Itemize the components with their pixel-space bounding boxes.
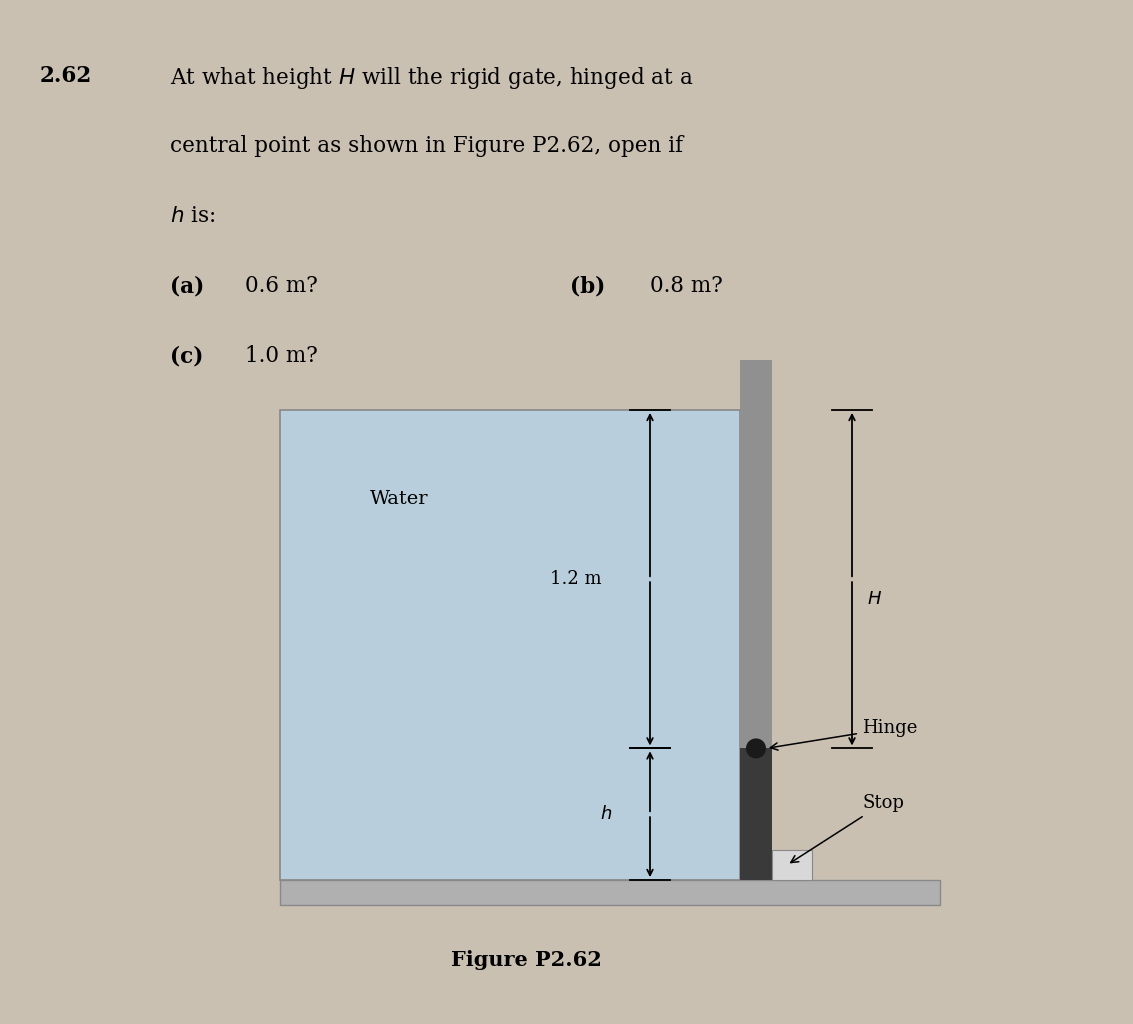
Text: $h$: $h$ [600, 805, 612, 823]
Text: 0.6 m?: 0.6 m? [245, 275, 317, 297]
Text: (b): (b) [570, 275, 605, 297]
Text: 1.2 m: 1.2 m [550, 570, 602, 588]
Bar [772, 850, 812, 880]
Text: 1.0 m?: 1.0 m? [245, 345, 317, 367]
Text: (c): (c) [170, 345, 204, 367]
Text: $h$ is:: $h$ is: [170, 205, 215, 227]
Bar [740, 749, 772, 880]
Text: (a): (a) [170, 275, 204, 297]
Text: Water: Water [370, 490, 428, 508]
Circle shape [746, 738, 766, 759]
Text: 0.8 m?: 0.8 m? [650, 275, 723, 297]
Text: At what height $H$ will the rigid gate, hinged at a: At what height $H$ will the rigid gate, … [170, 65, 693, 91]
Text: $H$: $H$ [867, 590, 883, 608]
Text: Hinge: Hinge [770, 720, 918, 751]
Text: Stop: Stop [791, 795, 904, 862]
Bar [740, 360, 772, 749]
Text: 2.62: 2.62 [40, 65, 92, 87]
Bar [280, 880, 940, 905]
Text: central point as shown in Figure P2.62, open if: central point as shown in Figure P2.62, … [170, 135, 683, 157]
Bar [280, 410, 740, 880]
Text: Figure P2.62: Figure P2.62 [451, 950, 602, 970]
